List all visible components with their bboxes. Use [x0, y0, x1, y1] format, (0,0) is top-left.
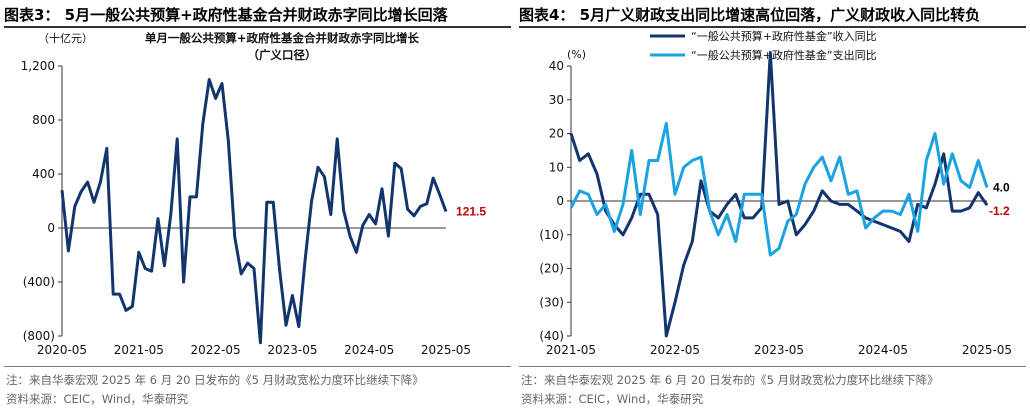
x-tick-label: 2025-05	[962, 343, 1012, 357]
growth-line-chart: (%) “一般公共预算+政府性基金”收入同比 “一般公共预算+政府性基金”支出同…	[539, 29, 1012, 357]
x-tick-label: 2022-05	[191, 343, 241, 357]
deficit-line-chart: （十亿元） 单月一般公共预算+政府性基金合并财政赤字同比增长 （广义口径） (8…	[21, 31, 487, 357]
figure-note: 注：来自华泰宏观 2025 年 6 月 20 日发布的《5 月财政宽松力度环比继…	[6, 373, 424, 387]
figure-source: 资料来源：CEIC，Wind，华泰研究	[6, 392, 189, 406]
x-tick-label: 2021-05	[114, 343, 164, 357]
x-tick-label: 2024-05	[344, 343, 394, 357]
y-tick-label: 400	[32, 167, 55, 181]
y-axis-unit-label: (%)	[567, 48, 586, 61]
footer-rule	[519, 366, 1026, 367]
x-tick-label: 2023-05	[267, 343, 317, 357]
x-tick-label: 2023-05	[754, 343, 804, 357]
figure-title: 图表3： 5月一般公共预算+政府性基金合并财政赤字同比增长回落	[4, 6, 448, 24]
last-value-label-income: -1.2	[989, 204, 1010, 218]
y-tick-label: 10	[549, 160, 564, 174]
x-tick-label: 2025-05	[421, 343, 471, 357]
x-tick-label: 2021-05	[546, 343, 596, 357]
y-tick-label: (30)	[539, 295, 564, 309]
y-tick-label: 0	[47, 221, 55, 235]
figure-title: 图表4： 5月广义财政支出同比增速高位回落，广义财政收入同比转负	[519, 6, 981, 24]
y-tick-label: (800)	[23, 329, 55, 343]
last-value-label-expenditure: 4.0	[993, 181, 1010, 195]
y-tick-label: 1,200	[21, 59, 55, 73]
title-rule	[4, 26, 511, 28]
legend-label-expenditure: “一般公共预算+政府性基金”支出同比	[691, 48, 877, 62]
y-tick-label: 800	[32, 113, 55, 127]
y-tick-label: 20	[549, 127, 564, 141]
figure-3-panel: 图表3： 5月一般公共预算+政府性基金合并财政赤字同比增长回落 （十亿元） 单月…	[4, 6, 511, 406]
x-tick-label: 2020-05	[37, 343, 87, 357]
legend-label-income: “一般公共预算+政府性基金”收入同比	[691, 29, 877, 43]
chart-subtitle-line-1: 单月一般公共预算+政府性基金合并财政赤字同比增长	[145, 31, 420, 45]
figure-4-panel: 图表4： 5月广义财政支出同比增速高位回落，广义财政收入同比转负 (%) “一般…	[515, 0, 1030, 413]
y-tick-label: 30	[549, 93, 564, 107]
chart-subtitle-line-2: （广义口径）	[248, 48, 317, 62]
y-tick-label: (10)	[539, 228, 564, 242]
series-line-0	[569, 51, 989, 338]
y-tick-label: 0	[556, 194, 564, 208]
footer-rule	[4, 366, 511, 367]
title-rule	[519, 26, 1026, 28]
legend: “一般公共预算+政府性基金”收入同比 “一般公共预算+政府性基金”支出同比	[650, 29, 877, 62]
y-tick-label: (40)	[539, 329, 564, 343]
y-tick-label: (400)	[23, 275, 55, 289]
y-tick-label: (20)	[539, 262, 564, 276]
series-line-0	[60, 78, 448, 345]
figure-note: 注：来自华泰宏观 2025 年 6 月 20 日发布的《5 月财政宽松力度环比继…	[521, 373, 939, 387]
x-tick-label: 2022-05	[650, 343, 700, 357]
figure-source: 资料来源：CEIC，Wind，华泰研究	[521, 392, 704, 406]
y-axis-unit-label: （十亿元）	[38, 31, 93, 45]
y-tick-label: 40	[549, 59, 564, 73]
x-tick-label: 2024-05	[858, 343, 908, 357]
last-value-label: 121.5	[456, 205, 486, 219]
series-line-1	[569, 121, 989, 257]
